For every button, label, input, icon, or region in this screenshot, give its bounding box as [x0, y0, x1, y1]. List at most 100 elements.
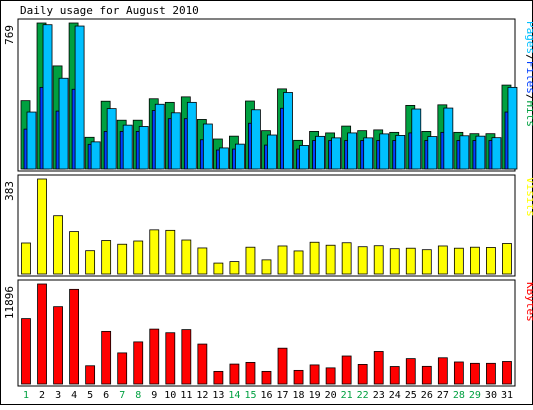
bar-pages-day-19	[315, 135, 325, 170]
bar-visits-day-31	[502, 243, 512, 275]
bar-visits-day-13	[213, 262, 224, 275]
bar-visits-day-25	[405, 247, 416, 275]
x-tick-label-day-10: 10	[164, 390, 176, 401]
series-legend-label: Visits	[524, 177, 533, 217]
x-tick-label-day-15: 15	[244, 390, 256, 401]
bar-kbytes-day-7	[117, 352, 128, 385]
bar-kbytes-day-19	[309, 364, 320, 385]
legend-part: Hits	[524, 101, 533, 128]
bar-visits-day-10	[165, 229, 176, 275]
bar-pages-day-20	[331, 137, 342, 170]
bar-pages-day-7	[122, 124, 133, 170]
x-tick-label-day-18: 18	[293, 390, 305, 401]
bar-visits-day-19	[309, 241, 320, 275]
bar-visits-day-28	[453, 247, 464, 275]
bar-kbytes-day-20	[325, 367, 336, 385]
x-tick-label-day-27: 27	[437, 390, 449, 401]
x-tick-label-day-11: 11	[180, 390, 192, 401]
bar-visits-day-11	[181, 239, 192, 275]
bar-kbytes-day-15	[245, 361, 256, 385]
x-tick-label-day-12: 12	[196, 390, 208, 401]
y-max-label: 11896	[3, 286, 16, 319]
panel-frame	[17, 279, 516, 387]
bar-kbytes-day-11	[181, 329, 192, 385]
panel-3: 11896 KBytes	[3, 279, 533, 387]
bar-pages-day-2	[42, 24, 53, 170]
x-tick-label-day-9: 9	[151, 390, 157, 401]
bar-visits-day-12	[197, 247, 208, 275]
bar-visits-day-27	[437, 245, 448, 275]
bar-visits-day-2	[37, 178, 47, 275]
x-tick-label-day-4: 4	[71, 390, 77, 401]
bar-visits-day-9	[149, 229, 160, 275]
x-axis-labels: 1 2 3 4 5 6 7 8 9 10 11 12 13 14 15 16 17 18 19 20 21 22 23 24 2…	[23, 390, 513, 401]
bar-visits-day-6	[101, 240, 112, 275]
x-tick-label-day-29: 29	[469, 390, 481, 401]
legend-part: Files	[524, 61, 533, 94]
x-tick-label-day-3: 3	[55, 390, 61, 401]
bar-kbytes-day-21	[341, 355, 352, 385]
bar-pages-day-26	[427, 136, 438, 170]
x-tick-label-day-28: 28	[453, 390, 465, 401]
bar-kbytes-day-2	[37, 283, 47, 385]
x-tick-label-day-23: 23	[373, 390, 385, 401]
bar-visits-day-18	[293, 250, 304, 275]
legend-part: Pages	[524, 21, 533, 54]
bar-kbytes-day-10	[165, 332, 176, 385]
y-max-label: 769	[3, 25, 16, 45]
x-tick-label-day-1: 1	[23, 390, 29, 401]
bar-kbytes-day-4	[69, 288, 79, 385]
bar-kbytes-day-8	[133, 341, 144, 385]
bar-pages-day-30	[491, 137, 502, 170]
bars	[21, 178, 512, 275]
bar-pages-day-4	[74, 25, 85, 170]
bar-kbytes-day-12	[197, 343, 208, 385]
bar-pages-day-1	[26, 111, 37, 170]
bar-pages-day-8	[138, 126, 149, 170]
bar-pages-day-10	[170, 112, 181, 170]
bar-pages-day-9	[154, 103, 165, 170]
x-tick-label-day-24: 24	[389, 390, 401, 401]
bar-kbytes-day-27	[437, 357, 448, 385]
bar-pages-day-3	[58, 77, 69, 170]
bar-kbytes-day-14	[229, 363, 240, 385]
bar-visits-day-15	[245, 246, 256, 275]
x-tick-label-day-25: 25	[405, 390, 417, 401]
x-tick-label-day-31: 31	[501, 390, 513, 401]
x-tick-label-day-17: 17	[277, 390, 289, 401]
chart-title: Daily usage for August 2010	[20, 4, 199, 17]
bar-kbytes-day-5	[85, 365, 96, 385]
series-legend-label: Pages/Files/Hits	[524, 21, 533, 127]
bar-visits-day-16	[261, 259, 272, 275]
bar-pages-day-17	[283, 92, 293, 170]
bar-visits-day-5	[85, 250, 96, 275]
bar-pages-day-25	[411, 108, 422, 170]
bars	[20, 22, 518, 170]
bar-visits-day-26	[421, 249, 432, 275]
legend-part: /	[524, 54, 533, 61]
x-tick-label-day-13: 13	[212, 390, 224, 401]
x-tick-label-day-6: 6	[103, 390, 109, 401]
bar-kbytes-day-13	[213, 370, 224, 385]
bar-pages-day-6	[106, 108, 117, 170]
bar-kbytes-day-9	[149, 328, 160, 385]
y-max-label: 383	[3, 181, 16, 201]
bar-kbytes-day-6	[101, 330, 112, 385]
bar-pages-day-11	[186, 101, 197, 170]
bar-kbytes-day-28	[453, 361, 464, 385]
bar-pages-day-31	[507, 86, 518, 170]
bar-pages-day-24	[395, 134, 406, 170]
bar-pages-day-14	[235, 143, 245, 170]
bar-pages-day-18	[299, 145, 309, 170]
bar-kbytes-day-29	[470, 362, 480, 385]
bar-visits-day-24	[389, 248, 400, 275]
panel-frame	[17, 174, 516, 277]
bar-kbytes-day-24	[389, 366, 400, 385]
bar-kbytes-day-22	[357, 364, 368, 385]
bar-visits-day-8	[133, 240, 144, 275]
bar-kbytes-day-25	[405, 358, 416, 385]
bar-kbytes-day-3	[53, 306, 63, 385]
bar-visits-day-4	[69, 231, 79, 275]
x-tick-label-day-20: 20	[325, 390, 337, 401]
